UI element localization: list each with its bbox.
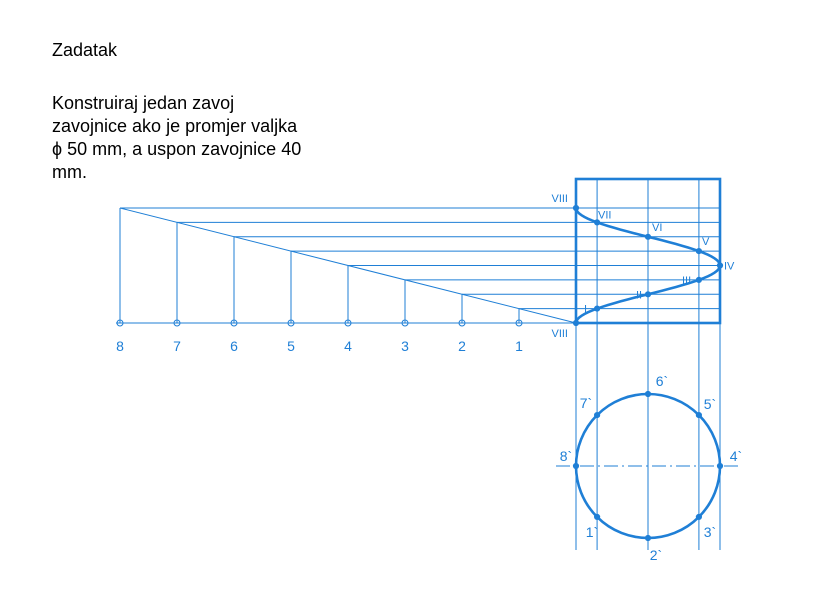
plan-label: 6` — [656, 373, 668, 389]
helix-point — [695, 276, 703, 283]
unrolling-label: 8 — [116, 338, 124, 354]
plan-label: 7` — [580, 395, 592, 411]
construction-lines — [116, 179, 740, 550]
helix-point — [716, 262, 724, 269]
unrolling-label: 1 — [515, 338, 523, 354]
plan-point — [716, 462, 724, 470]
division-mark — [173, 319, 181, 327]
task-title: Zadatak — [52, 40, 118, 60]
division-mark — [230, 319, 238, 327]
unrolling-label: 5 — [287, 338, 295, 354]
helix-point — [644, 233, 652, 240]
helix-point — [695, 248, 703, 255]
plan-label: 8` — [560, 448, 572, 464]
plan-point — [644, 390, 652, 398]
elevation-label: III — [682, 275, 691, 287]
unrolling-label: 2 — [458, 338, 466, 354]
plan-label: 1` — [586, 524, 598, 540]
plan-label: 2` — [650, 547, 662, 563]
division-mark — [287, 319, 295, 327]
unrolling-label: 7 — [173, 338, 181, 354]
elevation-label: VI — [652, 222, 662, 234]
elevation-label: IV — [724, 261, 735, 273]
elevation-label: VIII — [551, 193, 568, 205]
unrolling-label: 6 — [230, 338, 238, 354]
division-mark — [458, 319, 466, 327]
task-line: mm. — [52, 162, 87, 182]
helix-point — [594, 219, 601, 226]
elevation-label: VIII — [551, 328, 568, 340]
task-line: ϕ 50 mm, a uspon zavojnice 40 — [52, 139, 302, 159]
point-labels: 8 7 6 5 4 3 2 1VIIIVIIVIVIVIIIIIIVIII1`2`3`4`5`… — [116, 193, 742, 563]
task-line: zavojnice ako je promjer valjka — [52, 116, 298, 136]
plan-point — [594, 412, 601, 419]
helix-point — [572, 319, 580, 327]
plan-label: 3` — [704, 524, 716, 540]
elevation-label: VII — [598, 209, 611, 221]
plan-point — [695, 513, 703, 521]
plan-point — [695, 412, 703, 419]
elevation-label: V — [702, 236, 710, 248]
helix-point — [594, 305, 601, 312]
elevation-label: I — [584, 304, 587, 316]
division-mark — [401, 319, 409, 327]
elevation-label: II — [636, 289, 642, 301]
helix-point — [572, 204, 580, 212]
task-line: Konstruiraj jedan zavoj — [52, 93, 235, 113]
division-mark — [344, 319, 352, 327]
plan-point — [644, 534, 652, 542]
unrolling-label: 4 — [344, 338, 352, 354]
helix-point — [644, 291, 652, 298]
division-mark — [116, 319, 124, 327]
unrolling-label: 3 — [401, 338, 409, 354]
plan-point — [594, 513, 601, 521]
division-mark — [515, 319, 523, 327]
cylinder-elevation-outline — [574, 177, 722, 325]
point-marks — [116, 204, 724, 542]
task-text: Konstruiraj jedan zavoj zavojnice ako je… — [52, 92, 372, 184]
plan-label: 5` — [704, 396, 716, 412]
plan-label: 4` — [730, 448, 742, 464]
plan-point — [572, 462, 580, 470]
